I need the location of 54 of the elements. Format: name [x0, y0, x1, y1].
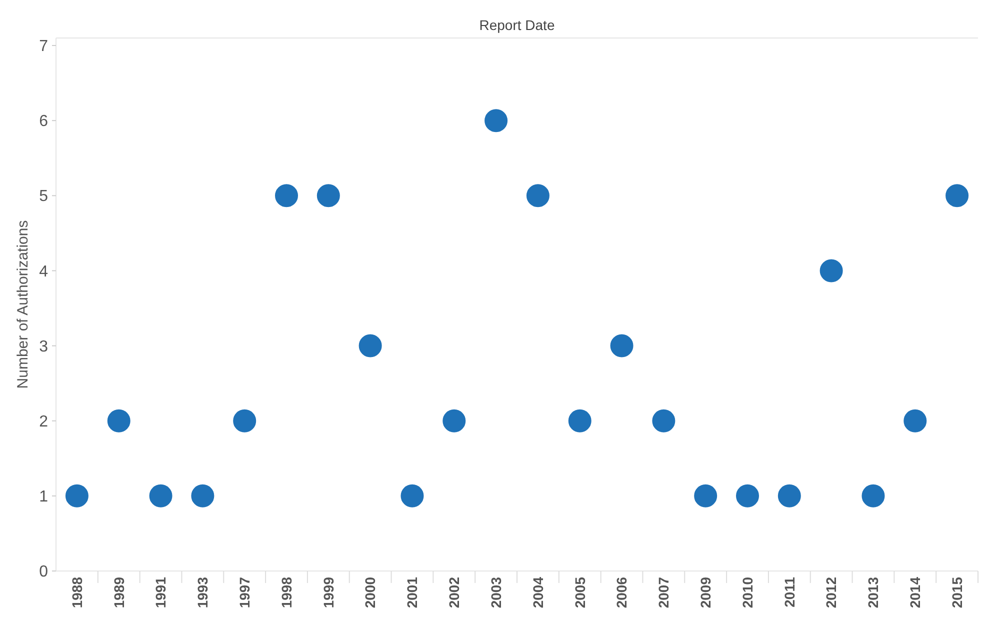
x-tick-label: 2003	[488, 576, 504, 608]
x-tick-label: 1991	[152, 576, 169, 608]
point	[148, 483, 174, 508]
y-tick-label: 6	[39, 113, 48, 130]
x-tick-label: 1989	[110, 576, 127, 608]
y-tick-label: 4	[39, 263, 48, 280]
point	[902, 408, 928, 434]
x-tick-label: 2013	[865, 576, 882, 608]
point	[64, 483, 90, 508]
x-axis-title: Report Date	[479, 17, 555, 33]
x-tick-label: 2012	[823, 576, 840, 608]
x-tick-label: 2007	[656, 576, 672, 608]
point	[400, 483, 425, 508]
point	[442, 408, 467, 434]
x-tick-label: 1993	[194, 576, 211, 608]
x-tick-label: 2004	[530, 576, 546, 608]
x-tick-label: 1988	[68, 576, 85, 608]
x-tick-label: 2000	[362, 576, 378, 608]
point	[232, 408, 258, 434]
point	[106, 408, 132, 434]
y-tick-label: 3	[39, 338, 48, 356]
x-tick-label: 2001	[404, 576, 420, 608]
y-tick-label: 5	[39, 188, 48, 206]
point	[609, 333, 634, 358]
point	[190, 483, 216, 508]
point	[735, 483, 760, 508]
point	[944, 183, 970, 208]
point	[776, 483, 802, 508]
point	[567, 408, 592, 434]
x-tick-label: 2002	[446, 576, 462, 608]
x-tick-label: 2015	[948, 576, 965, 608]
point	[274, 183, 299, 208]
point	[651, 408, 676, 434]
x-tick-label: 2009	[697, 576, 714, 608]
x-tick-label: 1998	[278, 576, 294, 608]
x-tick-label: 2006	[614, 576, 630, 608]
x-tick-label: 2010	[739, 576, 756, 608]
y-axis-title: Number of Authorizations	[14, 220, 32, 389]
x-tick-label: 2014	[907, 576, 924, 608]
x-tick-label: 2005	[572, 576, 588, 608]
point	[358, 333, 383, 358]
x-tick-label: 1997	[236, 576, 252, 608]
y-tick-label: 0	[39, 564, 48, 581]
x-tick-label: 2011	[781, 576, 798, 608]
y-tick-label: 1	[39, 488, 48, 506]
y-tick-label: 7	[39, 38, 48, 56]
point	[818, 258, 844, 284]
point	[860, 483, 886, 508]
point	[693, 483, 718, 508]
point	[525, 183, 550, 208]
x-tick-label: 1999	[320, 576, 336, 608]
y-tick-label: 2	[39, 413, 48, 430]
point	[484, 108, 509, 134]
point	[316, 183, 341, 208]
